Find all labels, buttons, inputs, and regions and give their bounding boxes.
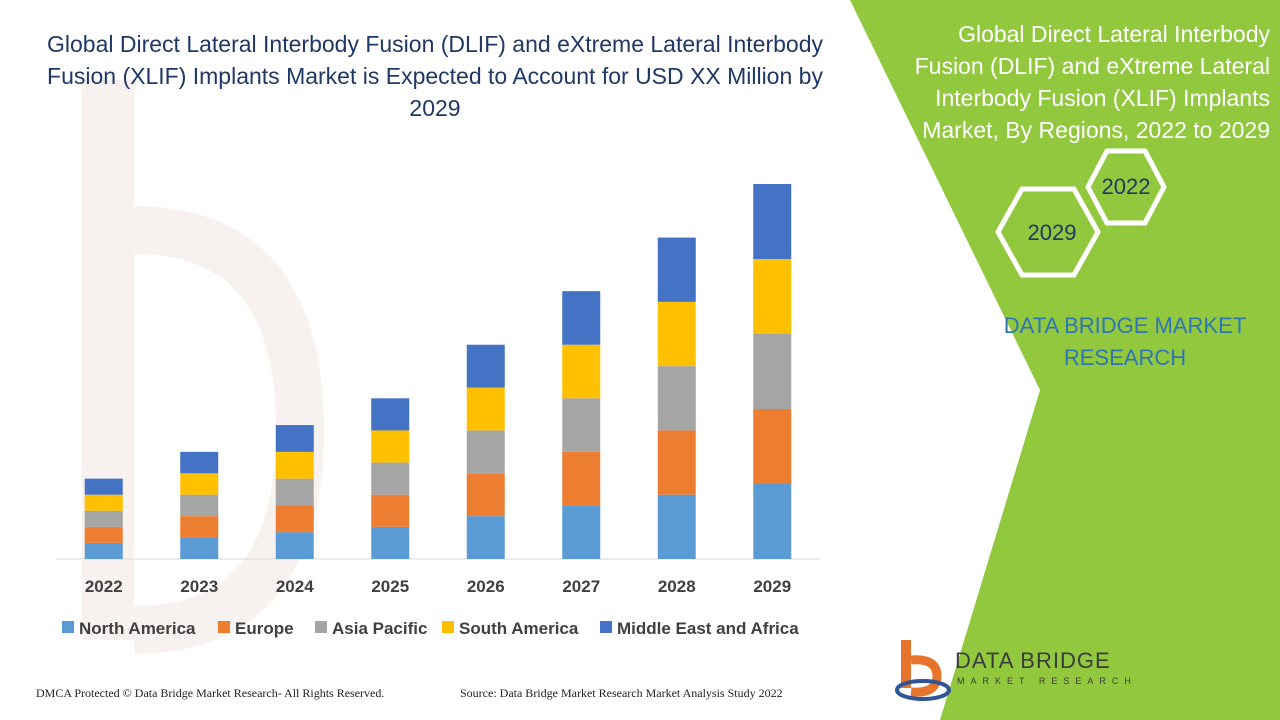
bar-segment-2026-4	[466, 344, 505, 388]
brand-text: DATA BRIDGE MARKET RESEARCH	[1003, 313, 1247, 370]
bar-segment-2026-1	[466, 473, 505, 517]
x-tick-label: 2025	[371, 577, 409, 596]
hexagon-label-end: 2029	[1027, 220, 1077, 245]
bar-segment-2026-3	[466, 387, 505, 431]
bar-segment-2025-4	[371, 398, 410, 431]
copyright-notice: DMCA Protected © Data Bridge Market Rese…	[36, 686, 385, 700]
x-tick-label: 2022	[85, 577, 123, 596]
hexagon-label-start: 2022	[1101, 174, 1151, 199]
bar-segment-2024-4	[275, 425, 314, 452]
legend-swatch	[218, 621, 230, 633]
bar-segment-2029-2	[753, 334, 792, 409]
legend-swatch	[442, 621, 454, 633]
legend-swatch	[315, 621, 327, 633]
bar-segment-2023-0	[180, 537, 219, 559]
bar-segment-2029-0	[753, 484, 792, 559]
logo-subtitle: MARKET RESEARCH	[957, 676, 1137, 686]
bar-segment-2028-2	[657, 366, 696, 431]
hexagon-2022	[1085, 148, 1167, 226]
bar-segment-2024-1	[275, 505, 314, 533]
green-side-panel	[850, 0, 1280, 720]
bar-segment-2023-3	[180, 473, 219, 495]
hexagon-badges	[995, 148, 1167, 278]
x-tick-label: 2023	[180, 577, 218, 596]
bar-segment-2022-3	[84, 494, 123, 511]
bar-segment-2028-3	[657, 301, 696, 367]
legend-label: Middle East and Africa	[617, 619, 799, 638]
bar-segment-2028-1	[657, 430, 696, 495]
legend-label: Europe	[235, 619, 294, 638]
legend-label: North America	[79, 619, 196, 638]
bar-segment-2027-3	[562, 344, 601, 399]
bar-segment-2022-2	[84, 510, 123, 527]
stacked-bar-chart: 2022 2023 2024 2025 2026 2027 2028 2029 North Am…	[56, 184, 820, 638]
bar-segment-2029-1	[753, 409, 792, 484]
bar-segment-2022-4	[84, 478, 123, 495]
x-tick-label: 2026	[467, 577, 505, 596]
x-tick-label: 2024	[276, 577, 314, 596]
bar-segment-2027-4	[562, 291, 601, 345]
chart-title: Global Direct Lateral Interbody Fusion (…	[47, 31, 823, 121]
bar-segment-2026-2	[466, 430, 505, 474]
bar-segment-2028-4	[657, 237, 696, 302]
data-bridge-logo-icon	[895, 640, 951, 701]
side-panel-title: Global Direct Lateral Interbody Fusion (…	[914, 21, 1270, 143]
bar-segment-2027-0	[562, 505, 601, 559]
bar-segment-2029-3	[753, 259, 792, 334]
bar-segment-2024-3	[275, 451, 314, 479]
bar-segment-2027-1	[562, 451, 601, 506]
legend-swatch	[600, 621, 612, 633]
x-tick-label: 2027	[562, 577, 600, 596]
bar-segment-2023-1	[180, 516, 219, 538]
bar-segment-2023-2	[180, 494, 219, 517]
bar-segment-2022-0	[84, 542, 123, 559]
bar-segment-2024-2	[275, 478, 314, 506]
bar-segment-2025-3	[371, 430, 410, 463]
x-tick-label: 2029	[753, 577, 791, 596]
bar-segment-2024-0	[275, 532, 314, 559]
hexagon-2029	[995, 186, 1101, 278]
bar-segment-2025-0	[371, 526, 410, 559]
legend-label: Asia Pacific	[332, 619, 427, 638]
legend-swatch	[62, 621, 74, 633]
source-note: Source: Data Bridge Market Research Mark…	[460, 686, 783, 700]
bar-segment-2023-4	[180, 451, 219, 474]
legend-label: South America	[459, 619, 579, 638]
bar-segment-2022-1	[84, 526, 123, 543]
x-tick-label: 2028	[658, 577, 696, 596]
bar-segment-2029-4	[753, 184, 792, 259]
bar-segment-2027-2	[562, 398, 601, 452]
bar-segment-2026-0	[466, 516, 505, 559]
bar-segment-2028-0	[657, 494, 696, 559]
bar-segment-2025-1	[371, 494, 410, 527]
bar-segment-2025-2	[371, 462, 410, 495]
logo-name: DATA BRIDGE	[955, 648, 1111, 673]
